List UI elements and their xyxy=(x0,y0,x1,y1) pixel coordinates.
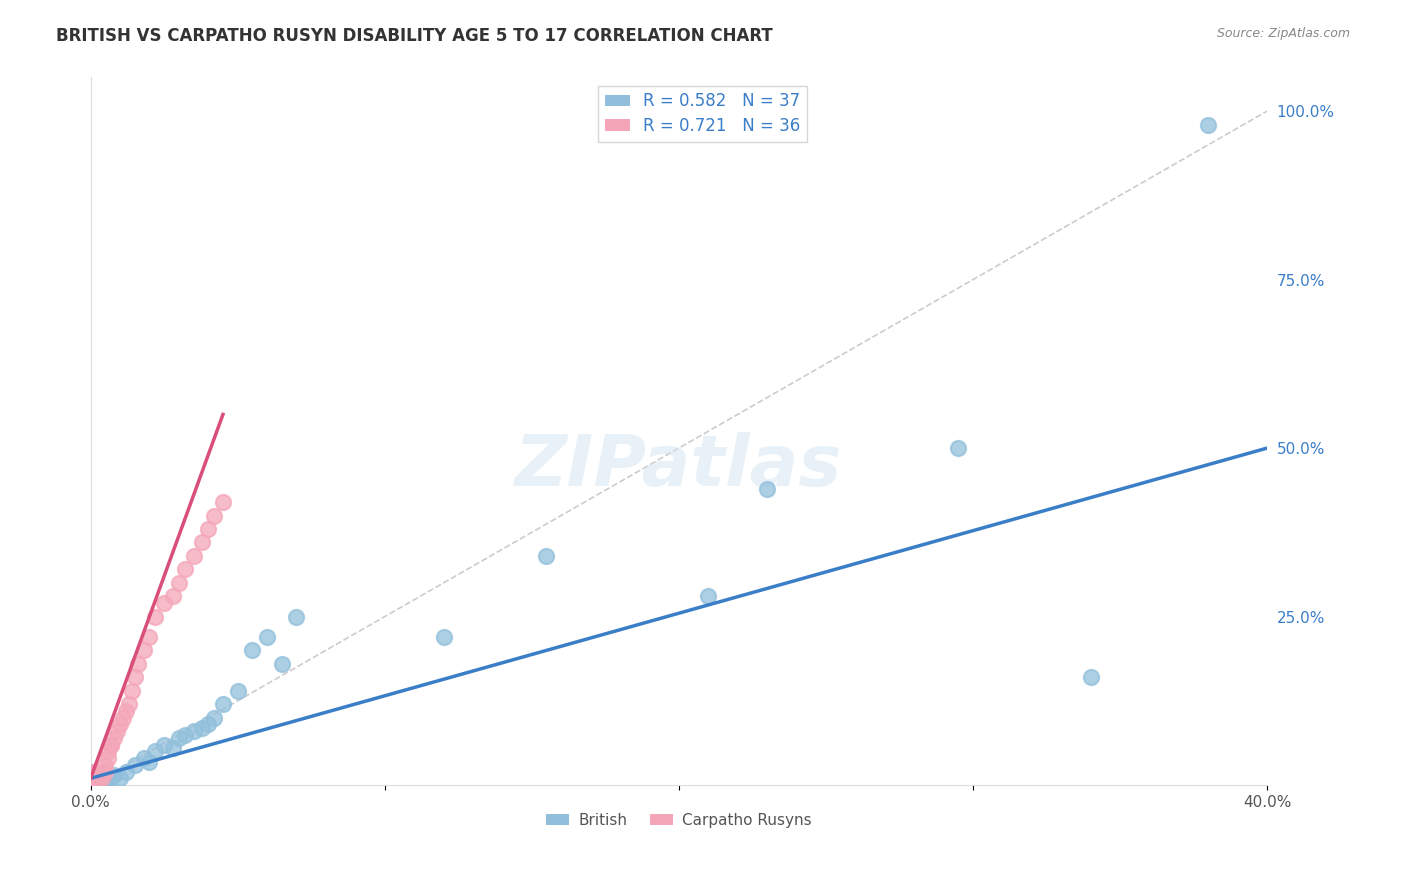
Point xyxy=(202,711,225,725)
Point xyxy=(240,643,263,657)
Point xyxy=(285,609,308,624)
Point xyxy=(197,522,219,536)
Point xyxy=(94,757,117,772)
Point xyxy=(97,751,120,765)
Point xyxy=(432,630,454,644)
Point xyxy=(89,772,111,786)
Point xyxy=(86,772,108,786)
Point xyxy=(212,697,235,711)
Point xyxy=(697,590,720,604)
Point xyxy=(132,643,155,657)
Point xyxy=(167,731,190,745)
Point xyxy=(100,772,122,786)
Point xyxy=(115,764,138,779)
Legend: British, Carpatho Rusyns: British, Carpatho Rusyns xyxy=(540,807,818,834)
Point xyxy=(132,751,155,765)
Point xyxy=(256,630,278,644)
Point xyxy=(94,764,117,779)
Point xyxy=(143,609,166,624)
Point xyxy=(756,482,779,496)
Point xyxy=(167,575,190,590)
Point xyxy=(115,704,138,718)
Text: ZIPatlas: ZIPatlas xyxy=(515,432,842,501)
Text: Source: ZipAtlas.com: Source: ZipAtlas.com xyxy=(1216,27,1350,40)
Point xyxy=(97,744,120,758)
Point xyxy=(127,657,149,671)
Point xyxy=(86,764,108,779)
Point xyxy=(100,738,122,752)
Point xyxy=(212,495,235,509)
Point xyxy=(108,772,131,786)
Point xyxy=(138,630,160,644)
Point xyxy=(94,772,117,786)
Point xyxy=(91,764,114,779)
Point xyxy=(105,724,128,739)
Point xyxy=(138,755,160,769)
Text: BRITISH VS CARPATHO RUSYN DISABILITY AGE 5 TO 17 CORRELATION CHART: BRITISH VS CARPATHO RUSYN DISABILITY AGE… xyxy=(56,27,773,45)
Point xyxy=(191,721,214,735)
Point xyxy=(183,549,205,563)
Point xyxy=(191,535,214,549)
Point xyxy=(270,657,292,671)
Point xyxy=(197,717,219,731)
Point xyxy=(118,697,141,711)
Point xyxy=(100,738,122,752)
Point xyxy=(143,744,166,758)
Point xyxy=(89,772,111,786)
Point xyxy=(103,731,125,745)
Point xyxy=(173,562,195,576)
Point xyxy=(124,670,146,684)
Point xyxy=(121,683,143,698)
Point xyxy=(536,549,558,563)
Point xyxy=(1080,670,1102,684)
Point xyxy=(83,764,105,779)
Point xyxy=(89,768,111,782)
Point xyxy=(91,772,114,786)
Point xyxy=(153,596,176,610)
Point xyxy=(173,727,195,741)
Point xyxy=(162,590,184,604)
Point xyxy=(162,741,184,756)
Point xyxy=(83,764,105,779)
Point xyxy=(111,711,134,725)
Point xyxy=(108,717,131,731)
Point xyxy=(97,772,120,786)
Point xyxy=(183,724,205,739)
Point xyxy=(91,764,114,779)
Point xyxy=(83,772,105,786)
Point xyxy=(103,768,125,782)
Point xyxy=(86,772,108,786)
Point xyxy=(1197,118,1219,132)
Point xyxy=(226,683,249,698)
Point xyxy=(124,757,146,772)
Point xyxy=(83,772,105,786)
Point xyxy=(153,738,176,752)
Point xyxy=(89,768,111,782)
Point xyxy=(202,508,225,523)
Point xyxy=(948,441,970,455)
Point xyxy=(94,768,117,782)
